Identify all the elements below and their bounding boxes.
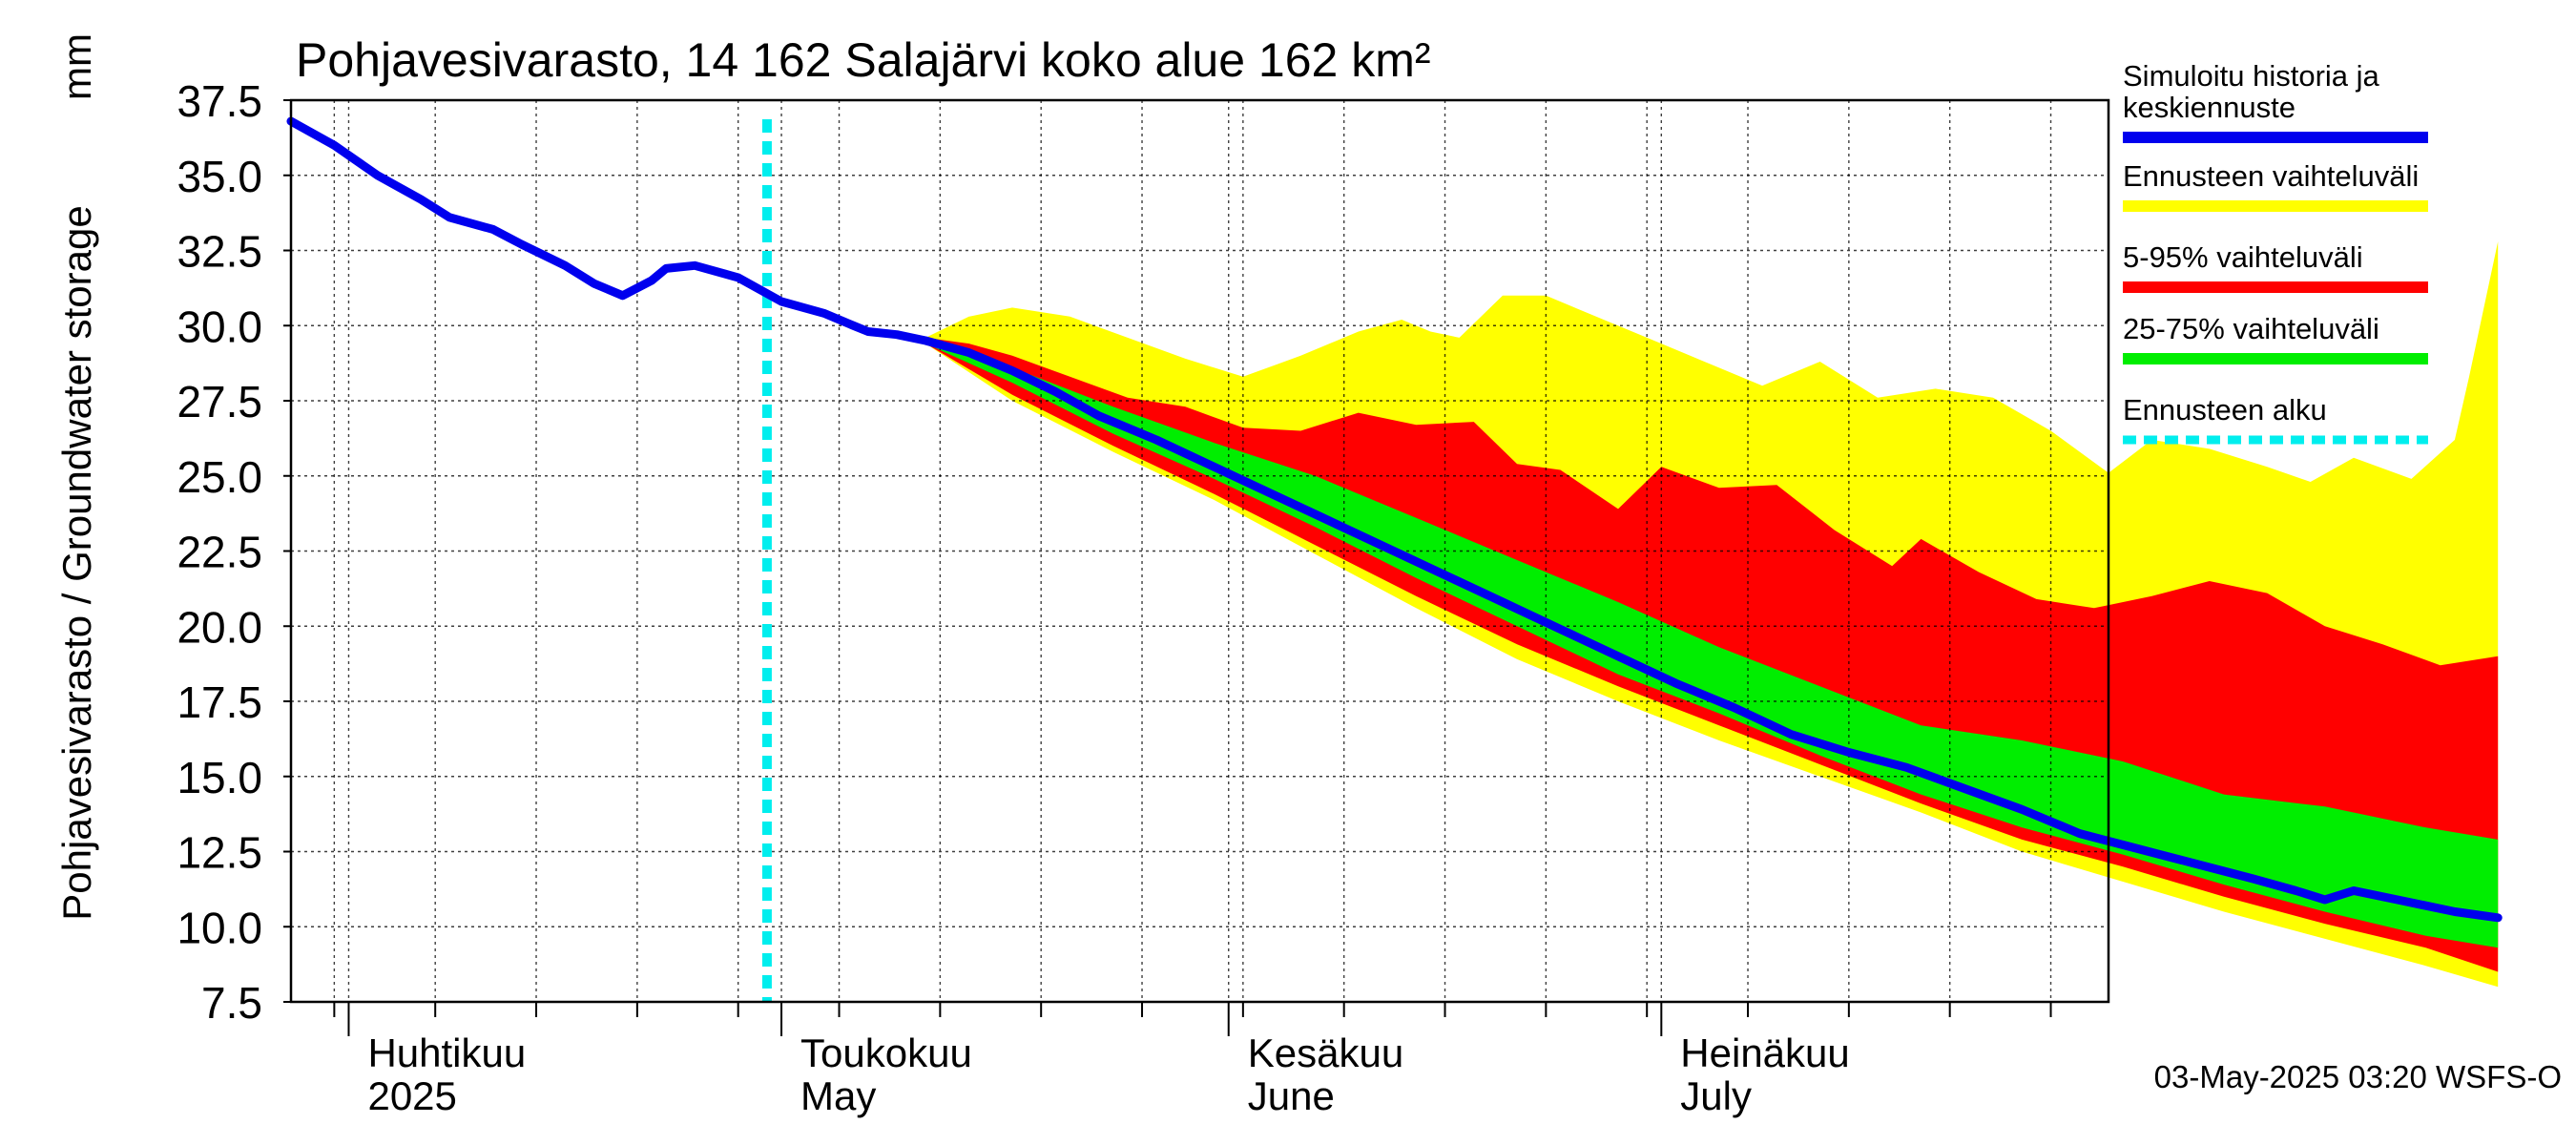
- tick-labels: 7.5 10.0 12.5 15.0 17.5 20.0 22.5 25.0 27.5 30.0 3…: [177, 76, 1849, 1118]
- legend-label: Simuloitu historia ja: [2123, 59, 2380, 93]
- x-month-label: Toukokuu: [800, 1030, 972, 1075]
- legend-label: Ennusteen vaihteluväli: [2123, 159, 2419, 193]
- chart-title: Pohjavesivarasto, 14 162 Salajärvi koko …: [296, 33, 1431, 87]
- legend-label: 5-95% vaihteluväli: [2123, 240, 2363, 274]
- y-tick-label: 17.5: [177, 677, 262, 727]
- x-month-sublabel: July: [1680, 1073, 1752, 1118]
- chart-grid: [291, 99, 2109, 1003]
- percentile-25-75-band: [925, 341, 2499, 948]
- y-tick-label: 27.5: [177, 377, 262, 427]
- y-tick-label: 32.5: [177, 227, 262, 277]
- y-tick-label: 37.5: [177, 76, 262, 126]
- y-axis-label: Pohjavesivarasto / Groundwater storage: [54, 205, 99, 920]
- legend-label: keskiennuste: [2123, 91, 2296, 124]
- x-month-sublabel: 2025: [367, 1073, 456, 1118]
- x-month-sublabel: June: [1248, 1073, 1335, 1118]
- y-tick-label: 22.5: [177, 528, 262, 577]
- plot-frame: [289, 98, 2110, 1004]
- y-tick-label: 15.0: [177, 753, 262, 802]
- x-month-label: Kesäkuu: [1248, 1030, 1403, 1075]
- history-mean-line: [286, 116, 2503, 923]
- chart-axes: [283, 98, 2110, 1036]
- footer-timestamp: 03-May-2025 03:20 WSFS-O: [2154, 1059, 2562, 1094]
- x-month-label: Heinäkuu: [1680, 1030, 1849, 1075]
- series-lines: [286, 116, 2503, 1002]
- forecast-bands: [925, 241, 2499, 988]
- y-tick-label: 25.0: [177, 452, 262, 502]
- x-month-label: Huhtikuu: [367, 1030, 526, 1075]
- y-tick-label: 10.0: [177, 903, 262, 952]
- legend-label: 25-75% vaihteluväli: [2123, 312, 2379, 345]
- y-unit-label: mm: [54, 33, 99, 100]
- x-month-sublabel: May: [800, 1073, 876, 1118]
- y-tick-label: 20.0: [177, 602, 262, 652]
- y-tick-label: 35.0: [177, 152, 262, 201]
- y-tick-label: 12.5: [177, 828, 262, 878]
- y-tick-label: 30.0: [177, 302, 262, 351]
- legend-label: Ennusteen alku: [2123, 393, 2327, 427]
- y-tick-label: 7.5: [201, 978, 262, 1028]
